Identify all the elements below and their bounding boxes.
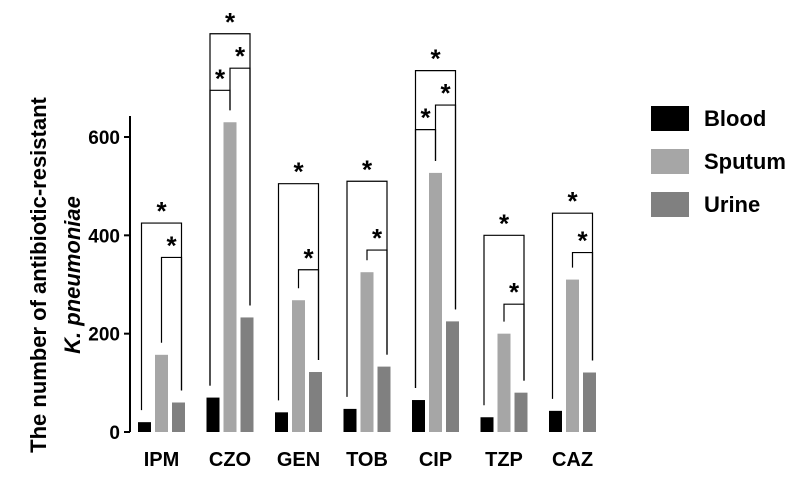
y-axis-label-line2: K. pneumoniae <box>60 196 85 354</box>
significance-star: * <box>567 186 578 216</box>
significance-star: * <box>420 103 431 133</box>
bar-blood-tob <box>343 408 357 432</box>
bar-urine-tzp <box>514 392 528 432</box>
bar-sputum-gen <box>292 300 305 432</box>
significance-star: * <box>156 196 167 226</box>
bar-blood-cip <box>412 400 425 432</box>
significance-bracket <box>297 269 320 361</box>
legend-label-blood: Blood <box>704 106 766 131</box>
significance-star: * <box>577 226 588 256</box>
y-tick-label: 0 <box>109 423 120 444</box>
bar-urine-cip <box>446 321 459 432</box>
x-tick-label: TOB <box>346 449 388 471</box>
bar-blood-caz <box>549 410 562 432</box>
bar-sputum-cip <box>429 172 442 432</box>
x-tick-label: CAZ <box>552 449 593 471</box>
bar-sputum-tzp <box>497 333 511 432</box>
significance-star: * <box>440 78 451 108</box>
bar-sputum-czo <box>223 122 237 432</box>
legend-label-urine: Urine <box>704 192 760 217</box>
y-tick-label: 200 <box>88 325 120 346</box>
significance-star: * <box>235 41 246 71</box>
significance-star: * <box>372 223 383 253</box>
bar-blood-tzp <box>480 417 494 432</box>
significance-bracket <box>571 251 594 361</box>
significance-star: * <box>430 44 441 74</box>
legend-swatch-sputum <box>651 149 689 174</box>
y-axis-label-line1: The number of antibiotic-resistant <box>26 96 51 452</box>
bar-sputum-tob <box>360 272 374 432</box>
bar-urine-tob <box>377 366 391 432</box>
bar-sputum-caz <box>566 279 579 432</box>
legend-label-sputum: Sputum <box>704 149 786 174</box>
significance-bracket <box>160 256 183 391</box>
significance-bracket <box>209 33 251 386</box>
x-tick-label: TZP <box>485 449 523 471</box>
significance-star: * <box>499 208 510 238</box>
x-tick-label: IPM <box>144 449 180 471</box>
bar-urine-caz <box>583 372 596 432</box>
significance-bracket <box>414 70 457 389</box>
significance-bracket <box>503 303 525 381</box>
significance-star: * <box>509 277 520 307</box>
bar-urine-gen <box>309 372 322 432</box>
y-tick-label: 400 <box>88 226 120 247</box>
legend: Blood Sputum Urine <box>651 106 786 217</box>
legend-swatch-urine <box>651 192 689 217</box>
significance-star: * <box>166 230 177 260</box>
significance-star: * <box>293 157 304 187</box>
significance-star: * <box>225 7 236 37</box>
bar-blood-czo <box>206 397 220 432</box>
bar-urine-czo <box>240 317 254 432</box>
bar-sputum-ipm <box>155 354 168 432</box>
significance-bracket <box>366 249 388 355</box>
bar-urine-ipm <box>172 402 185 432</box>
x-tick-label: CIP <box>419 449 452 471</box>
significance-star: * <box>215 63 226 93</box>
legend-swatch-blood <box>651 106 689 131</box>
bar-blood-gen <box>275 412 288 432</box>
significance-star: * <box>362 154 373 184</box>
x-tick-label: CZO <box>209 449 251 471</box>
x-tick-label: GEN <box>277 449 320 471</box>
plot-area: 0 200 400 600 IPM CZO GEN TOB CIP TZP CAZ * * * * * * * * *… <box>88 7 596 471</box>
bar-blood-ipm <box>138 422 151 432</box>
significance-star: * <box>303 243 314 273</box>
y-tick-label: 600 <box>88 128 120 149</box>
